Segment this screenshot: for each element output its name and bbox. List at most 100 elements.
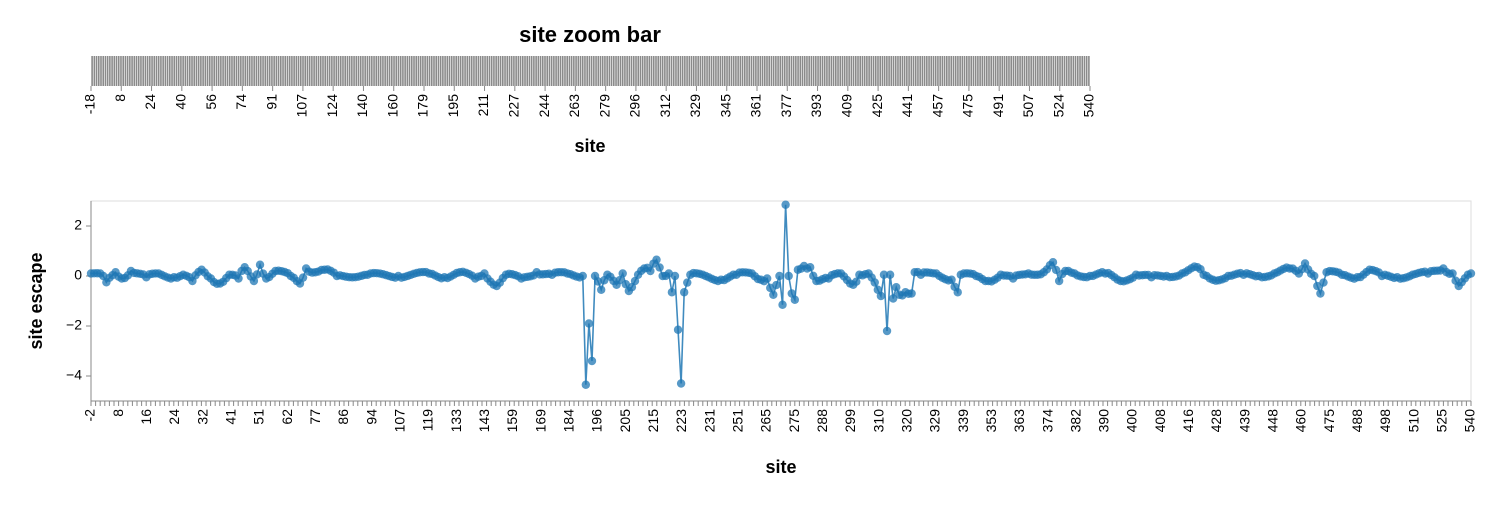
x-axis-tick-label: 408 xyxy=(1152,409,1168,433)
data-point[interactable] xyxy=(655,263,664,272)
y-axis: 2 0 −2 −4 xyxy=(66,201,92,401)
x-axis-tick-label: 107 xyxy=(391,409,407,433)
zoom-bar-tick-label: 74 xyxy=(233,94,249,110)
data-point[interactable] xyxy=(953,288,962,297)
zoom-bar-tick-label: 107 xyxy=(294,94,310,118)
data-point[interactable] xyxy=(255,260,265,269)
x-axis-tick-label: 77 xyxy=(307,409,323,425)
data-point[interactable] xyxy=(784,271,793,281)
x-axis-tick-label: 8 xyxy=(110,409,126,417)
data-point[interactable] xyxy=(630,276,640,286)
x-axis-tick-label: 94 xyxy=(363,409,379,425)
data-point[interactable] xyxy=(1313,281,1322,291)
zoom-bar-x-axis-title: site xyxy=(574,136,605,156)
data-point[interactable] xyxy=(646,266,655,276)
data-point[interactable] xyxy=(1466,269,1476,278)
data-point[interactable] xyxy=(781,200,790,209)
y-axis-tick-label: −2 xyxy=(66,317,82,333)
x-axis-tick-label: 143 xyxy=(476,409,492,433)
x-axis-tick-label: 275 xyxy=(786,409,802,433)
data-point[interactable] xyxy=(618,269,627,278)
data-point[interactable] xyxy=(778,300,787,309)
data-point[interactable] xyxy=(892,283,901,292)
x-axis-tick-label: 133 xyxy=(448,409,464,433)
data-point[interactable] xyxy=(667,288,677,297)
x-axis-tick-label: 416 xyxy=(1180,409,1196,433)
data-point[interactable] xyxy=(772,280,781,290)
data-point[interactable] xyxy=(234,274,243,283)
data-point[interactable] xyxy=(873,285,883,294)
zoom-bar-tick-label: 312 xyxy=(657,94,673,118)
data-point[interactable] xyxy=(775,271,784,281)
data-point[interactable] xyxy=(652,255,661,264)
data-point[interactable] xyxy=(888,294,898,303)
x-axis-tick-label: 299 xyxy=(842,409,858,433)
zoom-bar-tick-label: 475 xyxy=(960,94,976,118)
data-point[interactable] xyxy=(584,319,594,328)
zoom-bar-tick-label: 345 xyxy=(717,94,733,118)
x-axis-tick-label: 231 xyxy=(701,409,717,433)
x-axis-tick-label: 41 xyxy=(223,409,239,425)
zoom-bar-track[interactable] xyxy=(91,56,1090,86)
data-point[interactable] xyxy=(587,356,597,366)
x-axis-tick-label: 374 xyxy=(1039,409,1055,433)
data-point[interactable] xyxy=(673,325,683,334)
zoom-bar-tick-label: 279 xyxy=(596,94,612,118)
data-point[interactable] xyxy=(787,289,796,298)
data-point[interactable] xyxy=(1310,271,1319,281)
data-point[interactable] xyxy=(581,380,591,389)
data-point[interactable] xyxy=(769,290,778,299)
data-point[interactable] xyxy=(947,275,956,284)
data-point[interactable] xyxy=(252,270,262,279)
x-axis-tick-label: 320 xyxy=(898,409,914,433)
data-point[interactable] xyxy=(1048,258,1058,267)
x-axis-tick-label: -2 xyxy=(82,409,98,422)
data-point[interactable] xyxy=(879,270,889,279)
x-axis-tick-label: 428 xyxy=(1208,409,1224,433)
data-point[interactable] xyxy=(882,326,892,336)
data-point[interactable] xyxy=(298,273,308,282)
data-point[interactable] xyxy=(679,288,689,297)
data-point[interactable] xyxy=(597,285,606,294)
x-axis-tick-label: 159 xyxy=(504,409,520,433)
x-axis-tick-label: 525 xyxy=(1434,409,1450,433)
zoom-bar-tick-label: 24 xyxy=(142,94,158,110)
data-point[interactable] xyxy=(1054,276,1064,286)
data-point[interactable] xyxy=(907,289,916,298)
data-point[interactable] xyxy=(876,291,886,301)
data-point[interactable] xyxy=(683,278,692,287)
data-point[interactable] xyxy=(762,274,772,283)
data-point[interactable] xyxy=(615,276,624,285)
zoom-bar-tick-label: 377 xyxy=(778,94,794,118)
data-point[interactable] xyxy=(806,263,815,272)
data-point[interactable] xyxy=(1319,278,1328,287)
data-point[interactable] xyxy=(1051,265,1061,275)
data-point[interactable] xyxy=(249,276,259,286)
y-axis-title: site escape xyxy=(26,252,46,349)
zoom-bar-tick-label: 457 xyxy=(929,94,945,118)
x-axis-tick-label: 288 xyxy=(814,409,830,433)
zoom-bar-tick-label: 40 xyxy=(173,94,189,110)
data-point[interactable] xyxy=(852,277,861,286)
zoom-bar-tick-label: 140 xyxy=(354,94,370,118)
zoom-bar-tick-label: 91 xyxy=(263,94,279,110)
x-axis-tick-label: 498 xyxy=(1377,409,1393,433)
x-axis-tick-label: 196 xyxy=(589,409,605,433)
data-point[interactable] xyxy=(790,295,800,304)
zoom-bar-tick-label: 124 xyxy=(324,94,340,118)
x-axis-tick-label: 339 xyxy=(955,409,971,433)
data-point[interactable] xyxy=(578,271,587,281)
data-point[interactable] xyxy=(670,271,680,281)
x-axis-tick-label: 400 xyxy=(1124,409,1140,433)
data-point[interactable] xyxy=(1448,269,1457,278)
zoom-bar-title: site zoom bar xyxy=(519,22,661,47)
x-axis: -2 8 16 24 32 41 51 62 77 86 94 107 119 133 143 159 169 1… xyxy=(82,400,1478,433)
data-point[interactable] xyxy=(676,379,686,388)
data-point[interactable] xyxy=(1316,289,1325,298)
zoom-bar-x-axis: -18 8 24 40 56 74 91 107 124 140 160 179 195 211 227 24… xyxy=(82,86,1097,117)
x-axis-tick-label: 382 xyxy=(1067,409,1083,433)
data-point[interactable] xyxy=(885,270,895,279)
data-point[interactable] xyxy=(870,278,879,287)
